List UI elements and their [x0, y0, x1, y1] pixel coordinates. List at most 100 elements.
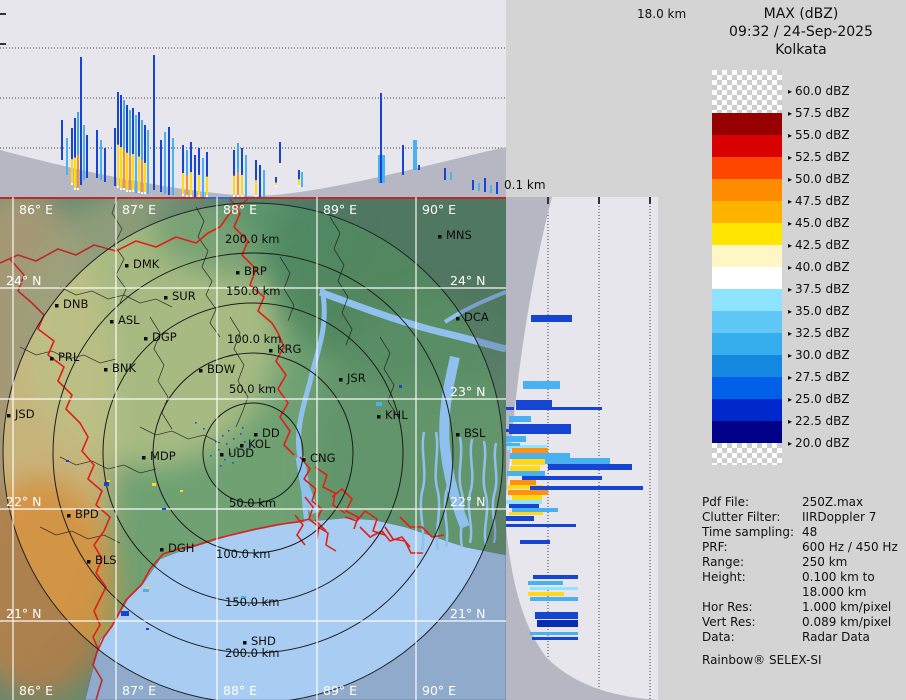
info-label: Data:: [702, 630, 735, 644]
scale-band: [712, 289, 782, 311]
software-brand: Rainbow® SELEX-SI: [702, 653, 822, 667]
scale-band: [712, 443, 782, 465]
scale-tick-icon: ▸: [788, 109, 793, 118]
svg-text:87° E: 87° E: [122, 202, 156, 217]
scale-tick-icon: ▸: [788, 417, 793, 426]
scale-label: ▸ 37.5 dBZ: [788, 282, 850, 296]
scale-band: [712, 311, 782, 333]
station-marker-bpd: BPD: [67, 507, 99, 521]
radar-echoes: [66, 385, 402, 630]
station-marker-bnk: BNK: [104, 361, 136, 375]
legend-product-title: MAX (dBZ): [763, 6, 839, 22]
map-canvas: 86° E 86° E 87° E 87° E 88° E 88° E 89° E 89° E…: [0, 197, 506, 700]
scale-label: ▸ 47.5 dBZ: [788, 194, 850, 208]
svg-text:DCA: DCA: [464, 310, 489, 324]
svg-text:88° E: 88° E: [223, 683, 257, 698]
info-value: 250 km: [802, 555, 848, 569]
scale-tick-icon: ▸: [788, 373, 793, 382]
scale-tick-icon: ▸: [788, 241, 793, 250]
range-ring-labels: 200.0 km 150.0 km 100.0 km 50.0 km 50.0 km 10…: [216, 232, 281, 660]
svg-text:50.0 km: 50.0 km: [229, 496, 276, 510]
station-marker-kol: KOL: [240, 437, 271, 451]
svg-text:PRL: PRL: [58, 350, 80, 364]
beam-blind-zone-bottom: [506, 527, 658, 700]
scale-band: [712, 113, 782, 135]
scale-label: ▸ 40.0 dBZ: [788, 260, 850, 274]
svg-text:DNB: DNB: [63, 297, 88, 311]
station-marker-dd: DD: [254, 426, 280, 440]
scale-band: [712, 421, 782, 443]
top-profile-panel[interactable]: [0, 0, 506, 197]
svg-text:DGP: DGP: [152, 330, 177, 344]
info-value: IIRDoppler 7: [802, 510, 877, 524]
scale-label: ▸ 57.5 dBZ: [788, 106, 850, 120]
svg-text:MNS: MNS: [446, 228, 472, 242]
svg-text:200.0 km: 200.0 km: [225, 232, 279, 246]
map-art: [0, 197, 506, 700]
state-borders: [0, 198, 445, 700]
scale-label: ▸ 50.0 dBZ: [788, 172, 850, 186]
station-markers: DMK BRP SUR DNB ASL DGP PRL BNK BDW KRG JSR KHL DCA M…: [7, 228, 489, 648]
station-marker-jsd: JSD: [7, 407, 35, 421]
info-label: Range:: [702, 555, 745, 569]
svg-text:90° E: 90° E: [422, 683, 456, 698]
scale-tick-icon: ▸: [788, 263, 793, 272]
scale-label: ▸ 35.0 dBZ: [788, 304, 850, 318]
axis-tick: [0, 43, 6, 45]
scale-band: [712, 399, 782, 421]
station-marker-dmk: DMK: [125, 257, 160, 271]
scale-tick-icon: ▸: [788, 131, 793, 140]
scale-label: ▸ 32.5 dBZ: [788, 326, 850, 340]
station-marker-dgh: DGH: [160, 541, 194, 555]
scale-tick-icon: ▸: [788, 329, 793, 338]
svg-text:SUR: SUR: [172, 289, 196, 303]
beam-blind-zone-top: [506, 197, 552, 497]
scale-label: ▸ 30.0 dBZ: [788, 348, 850, 362]
color-scale: ▸ 60.0 dBZ ▸ 57.5 dBZ ▸ 55.0 dBZ ▸ 52.5 dBZ ▸ 50.…: [712, 70, 902, 465]
station-marker-asl: ASL: [110, 313, 140, 327]
scale-label: ▸ 52.5 dBZ: [788, 150, 850, 164]
svg-text:200.0 km: 200.0 km: [225, 646, 279, 660]
station-marker-mdp: MDP: [142, 449, 176, 463]
graticule-labels: 86° E 86° E 87° E 87° E 88° E 88° E 89° E 89° E…: [6, 202, 485, 698]
svg-text:22° N: 22° N: [450, 494, 485, 509]
scale-label: ▸ 25.0 dBZ: [788, 392, 850, 406]
top-profile-echo-bars: [61, 55, 498, 197]
svg-text:21° N: 21° N: [450, 606, 485, 621]
side-profile-panel[interactable]: [506, 197, 658, 700]
info-value: 250Z.max: [802, 495, 864, 509]
scale-tick-icon: ▸: [788, 87, 793, 96]
info-label: Height:: [702, 570, 746, 584]
svg-text:89° E: 89° E: [323, 683, 357, 698]
scale-label: ▸ 55.0 dBZ: [788, 128, 850, 142]
scale-label: ▸ 45.0 dBZ: [788, 216, 850, 230]
station-marker-sur: SUR: [164, 289, 196, 303]
scale-band: [712, 267, 782, 289]
range-rings: [2, 202, 504, 700]
station-marker-bsl: BSL: [456, 426, 486, 440]
station-marker-udd: UDD: [220, 446, 254, 460]
scale-band: [712, 355, 782, 377]
map-panel[interactable]: 86° E 86° E 87° E 87° E 88° E 88° E 89° E 89° E…: [0, 197, 506, 700]
svg-text:150.0 km: 150.0 km: [225, 595, 279, 609]
graticule: [0, 197, 506, 700]
scale-label: ▸ 20.0 dBZ: [788, 436, 850, 450]
scale-tick-icon: ▸: [788, 395, 793, 404]
svg-text:100.0 km: 100.0 km: [216, 547, 270, 561]
station-marker-cng: CNG: [302, 451, 336, 465]
svg-text:SHD: SHD: [251, 634, 276, 648]
station-marker-shd: SHD: [243, 634, 276, 648]
station-marker-jsr: JSR: [339, 371, 366, 385]
height-axis-origin-label: 0.1 km: [504, 178, 546, 192]
station-marker-khl: KHL: [377, 408, 408, 422]
scale-band: [712, 245, 782, 267]
info-label: Clutter Filter:: [702, 510, 781, 524]
svg-text:BRP: BRP: [244, 264, 267, 278]
svg-text:86° E: 86° E: [19, 202, 53, 217]
scale-tick-icon: ▸: [788, 197, 793, 206]
svg-text:DMK: DMK: [133, 257, 160, 271]
scale-tick-icon: ▸: [788, 285, 793, 294]
svg-text:21° N: 21° N: [6, 606, 41, 621]
scale-band: [712, 135, 782, 157]
